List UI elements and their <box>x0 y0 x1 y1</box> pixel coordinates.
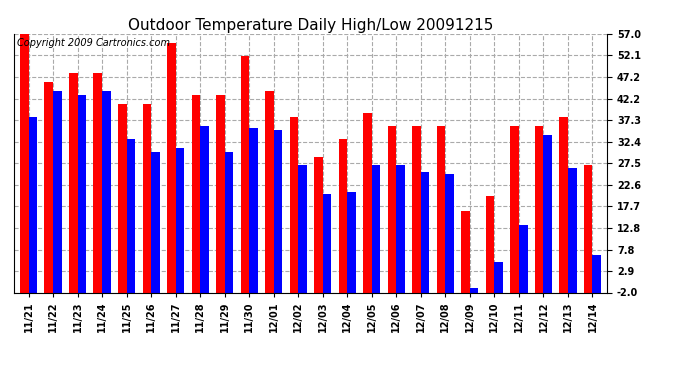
Bar <box>544 135 552 292</box>
Bar <box>298 165 307 292</box>
Bar <box>421 172 429 292</box>
Bar <box>28 117 37 292</box>
Bar <box>249 128 258 292</box>
Bar <box>225 152 233 292</box>
Bar <box>192 95 200 292</box>
Bar <box>372 165 380 292</box>
Bar <box>77 95 86 292</box>
Bar <box>151 152 159 292</box>
Bar <box>314 156 323 292</box>
Bar <box>20 34 28 292</box>
Bar <box>560 117 568 292</box>
Bar <box>274 130 282 292</box>
Bar <box>568 168 577 292</box>
Bar <box>69 73 77 292</box>
Title: Outdoor Temperature Daily High/Low 20091215: Outdoor Temperature Daily High/Low 20091… <box>128 18 493 33</box>
Bar <box>216 95 225 292</box>
Bar <box>126 139 135 292</box>
Bar <box>495 262 503 292</box>
Bar <box>486 196 495 292</box>
Bar <box>511 126 519 292</box>
Bar <box>412 126 421 292</box>
Bar <box>519 225 528 292</box>
Bar <box>437 126 445 292</box>
Bar <box>396 165 405 292</box>
Bar <box>241 56 249 292</box>
Bar <box>323 194 331 292</box>
Bar <box>363 113 372 292</box>
Bar <box>347 192 356 292</box>
Bar <box>593 255 601 292</box>
Bar <box>462 211 470 292</box>
Bar <box>200 126 209 292</box>
Bar <box>265 91 274 292</box>
Bar <box>445 174 454 292</box>
Bar <box>535 126 544 292</box>
Bar <box>584 165 593 292</box>
Bar <box>44 82 53 292</box>
Bar <box>118 104 126 292</box>
Bar <box>339 139 347 292</box>
Bar <box>143 104 151 292</box>
Bar <box>470 288 478 292</box>
Bar <box>388 126 396 292</box>
Bar <box>176 148 184 292</box>
Bar <box>290 117 298 292</box>
Bar <box>53 91 61 292</box>
Text: Copyright 2009 Cartronics.com: Copyright 2009 Cartronics.com <box>17 38 170 48</box>
Bar <box>102 91 110 292</box>
Bar <box>167 42 176 292</box>
Bar <box>93 73 102 292</box>
